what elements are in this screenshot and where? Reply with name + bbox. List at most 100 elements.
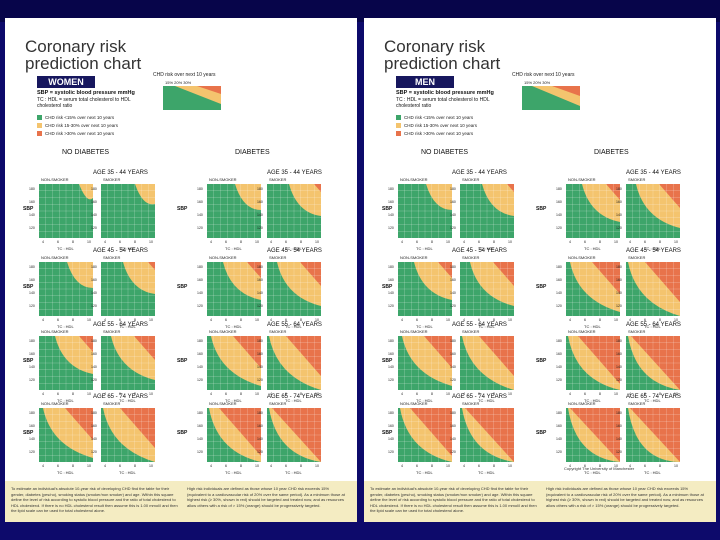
sbp-tick-label: 140 [388, 291, 394, 295]
sbp-tick-label: 180 [450, 411, 456, 415]
tc-hdl-tick-label: 4 [270, 240, 272, 244]
tc-hdl-tick-label: 10 [87, 318, 91, 322]
high-risk-zone [65, 408, 93, 440]
sbp-tick-label: 180 [91, 187, 97, 191]
sex-header: MEN [396, 76, 454, 88]
tc-hdl-tick-label: 10 [255, 464, 259, 468]
tc-hdl-axis-title: TC : HDL [57, 470, 74, 475]
tc-hdl-definition: TC : HDL = serum total cholesterol to HD… [396, 97, 490, 109]
high-risk-zone [286, 336, 321, 376]
sbp-tick-label: 120 [29, 378, 35, 382]
sbp-tick-label: 140 [450, 291, 456, 295]
sbp-axis-title: SBP [177, 284, 188, 290]
sbp-tick-label: 180 [91, 265, 97, 269]
mid-risk-zone [123, 262, 155, 294]
tc-hdl-axis-title: TC : HDL [285, 470, 302, 475]
men-chart-page: Coronary risk prediction chart MEN CHD ri… [364, 18, 716, 522]
tc-hdl-tick-label: 10 [87, 240, 91, 244]
tc-hdl-tick-label: 8 [300, 240, 302, 244]
mid-risk-zone [235, 184, 261, 210]
sbp-axis-title: SBP [23, 430, 34, 436]
sbp-tick-label: 180 [450, 187, 456, 191]
sbp-tick-label: 160 [91, 278, 97, 282]
sbp-tick-label: 180 [388, 265, 394, 269]
sbp-tick-label: 120 [91, 450, 97, 454]
tc-hdl-axis-title: TC : HDL [225, 398, 242, 403]
tc-hdl-tick-label: 4 [104, 318, 106, 322]
tc-hdl-tick-label: 4 [569, 240, 571, 244]
sbp-tick-label: 180 [388, 187, 394, 191]
sbp-tick-label: 180 [91, 339, 97, 343]
sbp-tick-label: 120 [197, 304, 203, 308]
sbp-tick-label: 140 [197, 291, 203, 295]
sbp-axis-title: SBP [177, 206, 188, 212]
tc-hdl-tick-label: 10 [674, 392, 678, 396]
tc-hdl-tick-label: 4 [401, 240, 403, 244]
tc-hdl-tick-label: 6 [57, 392, 59, 396]
high-risk-zone [300, 262, 321, 286]
tc-hdl-tick-label: 8 [659, 464, 661, 468]
tc-hdl-tick-label: 10 [315, 464, 319, 468]
sbp-tick-label: 120 [450, 378, 456, 382]
sbp-tick-label: 120 [556, 304, 562, 308]
tc-hdl-tick-label: 10 [614, 392, 618, 396]
sbp-axis-title: SBP [536, 284, 547, 290]
age-band-label: AGE 35 - 44 YEARS [452, 170, 507, 176]
tc-hdl-tick-label: 10 [674, 464, 678, 468]
age-band-label: AGE 55 - 64 YEARS [93, 322, 148, 328]
tc-hdl-tick-label: 6 [478, 464, 480, 468]
sbp-tick-label: 140 [91, 291, 97, 295]
sbp-definition: SBP = systolic blood pressure mmHg [37, 90, 135, 96]
sbp-tick-label: 140 [450, 213, 456, 217]
sbp-tick-label: 140 [91, 437, 97, 441]
sbp-tick-label: 140 [197, 437, 203, 441]
sbp-tick-label: 120 [91, 378, 97, 382]
mid-risk-zone [426, 184, 452, 210]
sbp-tick-label: 160 [556, 424, 562, 428]
page-title: Coronary risk prediction chart [25, 37, 142, 73]
sbp-tick-label: 180 [556, 411, 562, 415]
tc-hdl-tick-label: 6 [644, 240, 646, 244]
sbp-tick-label: 180 [257, 187, 263, 191]
sbp-tick-label: 180 [197, 339, 203, 343]
age-band-label: AGE 65 - 74 YEARS [93, 394, 148, 400]
tc-hdl-tick-label: 6 [644, 464, 646, 468]
green-swatch [37, 115, 42, 120]
sbp-tick-label: 140 [616, 437, 622, 441]
tc-hdl-axis-title: TC : HDL [119, 470, 136, 475]
sbp-tick-label: 180 [388, 339, 394, 343]
sbp-tick-label: 160 [616, 352, 622, 356]
high-risk-zone [410, 408, 452, 456]
legend-low: CHD risk <15% over next 10 years [37, 114, 118, 121]
sbp-tick-label: 160 [29, 352, 35, 356]
tc-hdl-axis-title: TC : HDL [57, 246, 74, 251]
tc-hdl-axis-title: TC : HDL [119, 398, 136, 403]
sbp-tick-label: 140 [257, 365, 263, 369]
tc-hdl-tick-label: 6 [119, 464, 121, 468]
tc-hdl-tick-label: 4 [270, 318, 272, 322]
risk-chart [267, 408, 321, 462]
sex-header: WOMEN [37, 76, 95, 88]
high-risk-zone [79, 336, 93, 352]
red-swatch [37, 131, 42, 136]
risk-scale-graphic [163, 86, 221, 110]
women-chart-page: Coronary risk prediction chart WOMEN CHD … [5, 18, 357, 522]
sbp-tick-label: 140 [29, 437, 35, 441]
risk-chart [566, 184, 620, 238]
sbp-tick-label: 160 [257, 200, 263, 204]
tc-hdl-tick-label: 10 [446, 318, 450, 322]
footnote-panel: To estimate an individual's absolute 10-… [364, 481, 716, 522]
smoker-label: SMOKER [628, 401, 646, 406]
risk-chart [267, 184, 321, 238]
sbp-axis-title: SBP [382, 206, 393, 212]
sbp-tick-label: 140 [616, 213, 622, 217]
sbp-tick-label: 160 [257, 278, 263, 282]
tc-hdl-tick-label: 8 [134, 392, 136, 396]
tc-hdl-tick-label: 8 [599, 392, 601, 396]
tc-hdl-tick-label: 8 [240, 318, 242, 322]
risk-chart [398, 336, 452, 390]
risk-chart [101, 184, 155, 238]
risk-chart [101, 262, 155, 316]
high-risk-zone [438, 262, 452, 278]
tc-hdl-tick-label: 4 [104, 240, 106, 244]
